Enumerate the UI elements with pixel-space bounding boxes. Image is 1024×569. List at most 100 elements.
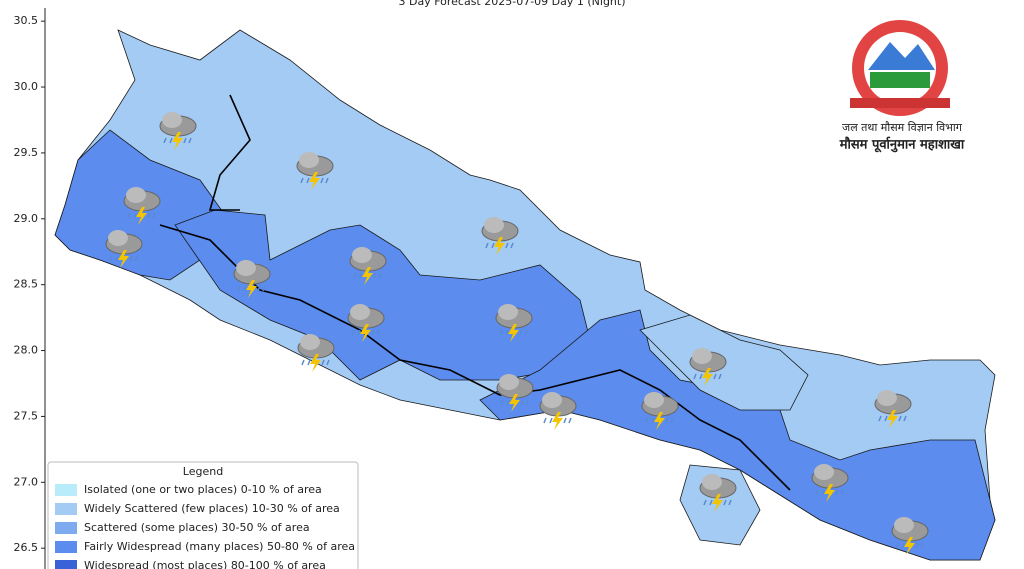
rain <box>169 137 173 144</box>
rain <box>563 417 567 424</box>
emblem: जल तथा मौसम विज्ञान विभाग मौसम पूर्वानुम… <box>839 20 965 153</box>
cloud <box>498 304 518 320</box>
y-tick-label: 29.5 <box>14 146 39 159</box>
logo-line2: मौसम पूर्वानुमान महाशाखा <box>839 137 965 153</box>
rain <box>351 329 355 336</box>
map-title: 3 Day Forecast 2025-07-09 Day 1 (Night) <box>398 0 625 8</box>
rain <box>519 329 523 336</box>
legend-label: Isolated (one or two places) 0-10 % of a… <box>84 483 322 496</box>
rain <box>728 499 732 506</box>
rain <box>499 329 503 336</box>
cloud <box>814 464 834 480</box>
rain <box>373 272 377 279</box>
cloud <box>236 260 256 276</box>
legend-swatch <box>55 560 77 569</box>
bolt <box>552 412 563 430</box>
legend-swatch <box>55 522 77 534</box>
rain <box>301 359 305 366</box>
rain <box>510 242 514 249</box>
bolt <box>702 368 713 386</box>
rain <box>485 242 489 249</box>
y-tick-label: 29.0 <box>14 212 39 225</box>
cloud <box>877 390 897 406</box>
rain <box>243 285 247 292</box>
rain <box>520 399 524 406</box>
weather-icon <box>105 230 143 268</box>
cloud <box>126 187 146 203</box>
rain <box>109 255 113 262</box>
weather-icon <box>495 304 533 342</box>
rain <box>505 329 509 336</box>
rain <box>163 137 167 144</box>
rain <box>645 417 649 424</box>
rain <box>257 285 261 292</box>
legend-swatch <box>55 503 77 515</box>
rain <box>543 417 547 424</box>
rain <box>152 212 156 219</box>
weather-icon <box>811 464 849 502</box>
rain <box>491 242 495 249</box>
rain <box>821 489 825 496</box>
region-fairly <box>174 209 591 381</box>
rain <box>651 417 655 424</box>
legend-swatch <box>55 484 77 496</box>
weather-icon <box>539 392 577 430</box>
cloud <box>542 392 562 408</box>
rain <box>147 212 151 219</box>
rain <box>321 359 325 366</box>
rain <box>713 373 717 380</box>
cloud <box>350 304 370 320</box>
weather-icon <box>297 334 335 372</box>
legend-swatch <box>55 541 77 553</box>
bolt <box>362 267 373 285</box>
rain <box>262 285 266 292</box>
rain <box>709 499 713 506</box>
rain <box>188 137 192 144</box>
bolt <box>310 354 321 372</box>
cloud <box>894 517 914 533</box>
weather-icon <box>689 348 727 386</box>
rain <box>306 177 310 184</box>
weather-icon <box>233 260 271 298</box>
rain <box>506 399 510 406</box>
legend-label: Fairly Widespread (many places) 50-80 % … <box>84 540 355 553</box>
cloud <box>644 392 664 408</box>
logo-line1: जल तथा मौसम विज्ञान विभाग <box>842 121 963 134</box>
region-widely <box>679 464 761 546</box>
bolt <box>118 250 129 268</box>
rain <box>840 489 844 496</box>
weather-icon <box>891 517 929 555</box>
rain <box>320 177 324 184</box>
rain <box>129 255 133 262</box>
rain <box>505 242 509 249</box>
rain <box>376 329 380 336</box>
rain <box>699 373 703 380</box>
weather-icon <box>641 392 679 430</box>
bolt <box>309 172 320 190</box>
rain <box>359 272 363 279</box>
cloud <box>352 247 372 263</box>
rain <box>353 272 357 279</box>
legend-label: Widely Scattered (few places) 10-30 % of… <box>84 502 340 515</box>
weather-icon <box>349 247 387 285</box>
y-tick-label: 30.5 <box>14 14 39 27</box>
bolt <box>654 412 665 430</box>
cloud <box>484 217 504 233</box>
rain <box>895 542 899 549</box>
weather-icons <box>105 112 929 555</box>
weather-icon <box>347 304 385 342</box>
rain <box>898 415 902 422</box>
rain <box>884 415 888 422</box>
legend-box <box>47 461 359 569</box>
rain <box>903 415 907 422</box>
rain <box>183 137 187 144</box>
rain <box>357 329 361 336</box>
y-tick-label: 30.0 <box>14 80 39 93</box>
weather-icon <box>296 152 334 190</box>
rain <box>525 399 529 406</box>
y-tick-label: 26.5 <box>14 541 39 554</box>
bolt <box>172 132 183 150</box>
y-tick-label: 28.0 <box>14 344 39 357</box>
rain <box>127 212 131 219</box>
